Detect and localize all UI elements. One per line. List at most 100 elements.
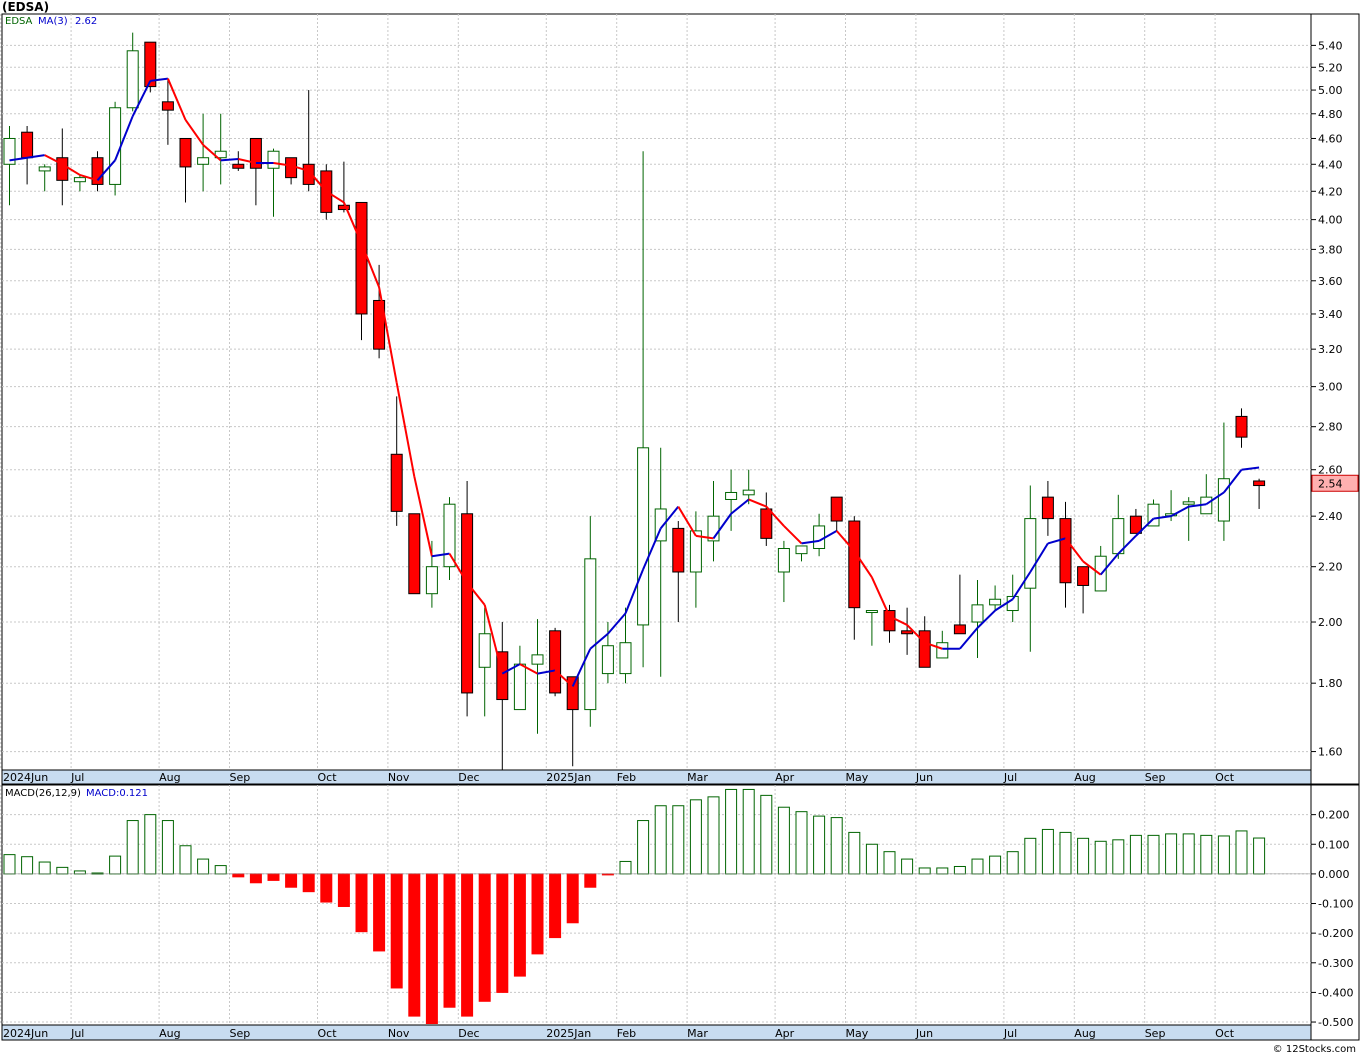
- macd-bar: [443, 873, 456, 1008]
- candle-body: [56, 157, 69, 181]
- ma-segment: [870, 576, 891, 617]
- macd-tick-label: -0.200: [1318, 927, 1353, 940]
- candle-body: [373, 299, 386, 350]
- last-price-label: 2.54: [1318, 477, 1343, 490]
- candle-body: [355, 201, 368, 315]
- ma-segment: [959, 627, 979, 650]
- macd-bar: [390, 873, 403, 989]
- macd-bar: [1165, 833, 1178, 875]
- macd-bar: [1182, 833, 1195, 875]
- candle-body: [989, 598, 1002, 606]
- price-tick-label: 1.60: [1318, 746, 1343, 759]
- macd-bar: [461, 873, 474, 1017]
- moving-average-line: [9, 77, 1260, 688]
- price-tick-label: 3.40: [1318, 308, 1343, 321]
- candle-body: [619, 642, 632, 675]
- month-label: Oct: [318, 771, 338, 784]
- ma-segment: [537, 669, 556, 675]
- macd-bar: [953, 865, 966, 875]
- month-label: Sep: [230, 1027, 251, 1040]
- candle-body: [707, 515, 720, 542]
- macd-tick-label: -0.100: [1318, 898, 1353, 911]
- month-label: Dec: [458, 771, 479, 784]
- candle-body: [584, 558, 597, 711]
- month-label: Oct: [1215, 1027, 1235, 1040]
- candle-body: [1059, 518, 1072, 584]
- month-label: Aug: [1074, 1027, 1095, 1040]
- macd-bar: [637, 820, 650, 875]
- price-tick-label: 3.60: [1318, 275, 1343, 288]
- ma-segment: [1064, 537, 1084, 563]
- candle-body: [425, 566, 438, 595]
- candle-body: [91, 157, 104, 185]
- candle-body: [953, 624, 966, 635]
- ma-segment: [150, 77, 169, 82]
- candle-body: [390, 453, 403, 512]
- ma-segment: [483, 604, 504, 674]
- ma-segment: [642, 528, 662, 570]
- ma-segment: [501, 663, 521, 675]
- ma-segment: [730, 498, 750, 515]
- month-label: Mar: [687, 771, 708, 784]
- candle-body: [725, 491, 738, 500]
- candle-body: [1024, 518, 1037, 589]
- macd-bar: [1041, 828, 1054, 875]
- ma-segment: [1117, 535, 1137, 555]
- candle-body: [1253, 480, 1266, 487]
- macd-bar: [971, 858, 984, 875]
- price-tick-label: 4.00: [1318, 214, 1343, 227]
- macd-bar: [1094, 840, 1107, 875]
- macd-bar: [232, 873, 245, 878]
- candle-body: [267, 150, 280, 169]
- last-price-box: [1311, 474, 1359, 492]
- candle-body: [496, 651, 509, 701]
- ma-segment: [783, 525, 803, 545]
- price-tick-label: 2.80: [1318, 421, 1343, 434]
- macd-bar: [38, 861, 51, 875]
- price-tick-label: 5.00: [1318, 84, 1343, 97]
- candle-body: [197, 157, 210, 165]
- ma-segment: [1205, 491, 1225, 506]
- candle-body: [443, 503, 456, 568]
- candle-body: [971, 604, 984, 623]
- month-label: Nov: [388, 1027, 410, 1040]
- ma-segment: [131, 80, 152, 117]
- candle-body: [566, 676, 579, 711]
- macd-bar: [989, 855, 1002, 875]
- candle-body: [126, 50, 139, 109]
- ma-segment: [1153, 515, 1172, 520]
- ma-segment: [712, 513, 732, 539]
- ma-segment: [395, 382, 416, 477]
- candle-body: [1235, 415, 1248, 438]
- macd-panel: [1, 784, 1360, 1041]
- macd-bar: [901, 858, 914, 875]
- month-label: Jul: [1003, 1027, 1017, 1040]
- price-tick-label: 3.20: [1318, 343, 1343, 356]
- ma-segment: [607, 612, 627, 635]
- month-label: Sep: [230, 771, 251, 784]
- month-label: 2024Jun: [3, 1027, 48, 1040]
- macd-bar: [936, 867, 949, 875]
- month-label: 2025Jan: [546, 771, 591, 784]
- ma-segment: [466, 582, 486, 606]
- legend-macd-value: MACD:0.121: [86, 788, 148, 799]
- candle-body: [1077, 566, 1090, 586]
- macd-bar: [3, 854, 16, 875]
- price-tick-label: 1.80: [1318, 677, 1343, 690]
- macd-bar: [1253, 837, 1266, 875]
- macd-bar: [549, 873, 562, 939]
- candle-body: [777, 548, 790, 573]
- price-tick-label: 3.80: [1318, 243, 1343, 256]
- macd-bar: [267, 873, 280, 881]
- ma-segment: [44, 154, 63, 166]
- candle-body: [883, 610, 896, 632]
- candle-body: [408, 513, 421, 595]
- candle-body: [830, 496, 843, 522]
- candle-body: [38, 166, 51, 172]
- ma-segment: [624, 568, 645, 614]
- price-tick-label: 2.20: [1318, 561, 1343, 574]
- macd-bar: [425, 873, 438, 1025]
- ma-segment: [554, 669, 574, 688]
- ma-segment: [220, 158, 239, 162]
